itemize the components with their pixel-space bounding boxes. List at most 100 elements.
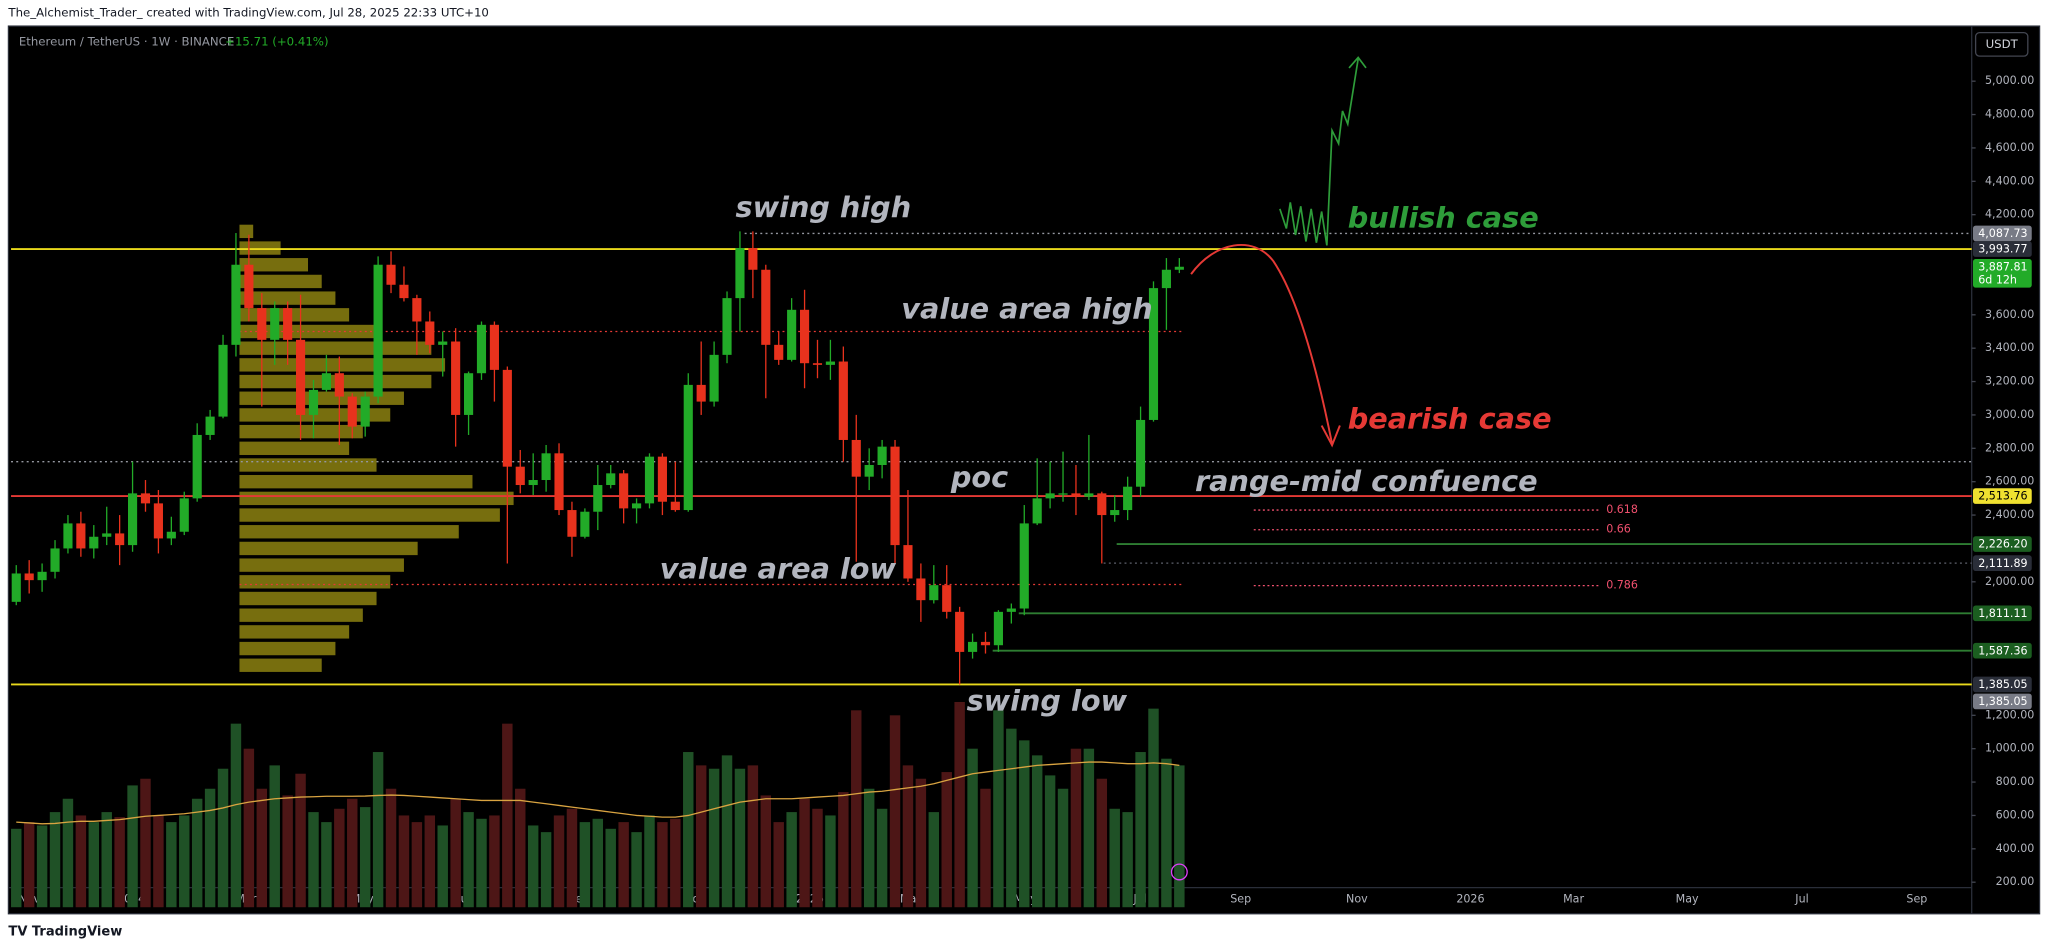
candle-body (955, 611, 965, 652)
y-tick-label: 2,000.00 (1985, 575, 2034, 588)
candle-body (89, 536, 99, 549)
change: +15.71 (+0.41%) (225, 34, 328, 48)
volume-bar (11, 828, 22, 908)
profile-bar (239, 475, 473, 489)
candle-body (929, 585, 939, 601)
candle-body (205, 416, 215, 435)
candle-body (489, 324, 499, 370)
profile-bar (239, 591, 377, 606)
candle-body (1174, 266, 1184, 270)
volume-bar (463, 812, 474, 908)
candle-body (657, 456, 667, 502)
candle-body (127, 493, 138, 546)
candle-body (1045, 493, 1055, 499)
volume-bar (295, 773, 306, 908)
y-tick-label: 2,400.00 (1985, 508, 2034, 521)
candle-body (1058, 493, 1068, 495)
annotation: value area high (901, 292, 1152, 326)
candle-body (1110, 510, 1120, 516)
price-tag (1973, 536, 2032, 552)
volume-bar (980, 788, 991, 908)
volume-bar (644, 815, 655, 908)
candle-body (838, 361, 848, 440)
volume-ma (16, 761, 1180, 825)
candle-body (451, 341, 461, 415)
currency[interactable]: USDT (1986, 37, 2019, 51)
volume-bar (618, 822, 629, 908)
volume-bar (282, 795, 293, 908)
profile-bar (239, 358, 446, 372)
candle-body (631, 503, 642, 509)
profile-bar (239, 258, 309, 272)
volume-bar (1083, 748, 1095, 908)
volume-bar (695, 765, 707, 908)
candle-body (1084, 493, 1094, 497)
candle-body (115, 533, 125, 546)
volume-bar (902, 765, 914, 908)
candle-body (787, 309, 797, 360)
volume-bar (424, 815, 436, 908)
price-tag (1973, 642, 2032, 659)
volume-bar (915, 778, 927, 908)
candle-body (1123, 486, 1133, 511)
candle-body (890, 446, 900, 546)
candle-body (748, 248, 758, 270)
volume-bar (540, 832, 552, 908)
candle-body (670, 501, 680, 511)
volume-bar (1019, 740, 1030, 908)
candle-body (864, 464, 874, 477)
volume-bar (670, 818, 681, 908)
candle-body (373, 264, 383, 397)
volume-bar (308, 812, 319, 908)
profile-bar (239, 341, 432, 355)
annotation: swing high (736, 190, 912, 224)
volume-bar (1044, 775, 1056, 908)
volume-bar (62, 798, 74, 908)
author-line: The_Alchemist_Trader_ created with Tradi… (7, 6, 488, 20)
volume-bar (321, 822, 332, 908)
y-tick-label: 2,800.00 (1985, 441, 2034, 454)
volume-bar (941, 772, 952, 908)
alert-icon[interactable] (1170, 863, 1188, 881)
profile-bar (239, 274, 322, 289)
currency-button[interactable] (1974, 31, 2029, 57)
candle-body (993, 611, 1003, 646)
volume-bar (1148, 708, 1159, 908)
profile-bar (239, 491, 514, 506)
candle-body (63, 523, 73, 549)
arrow-head (1348, 56, 1367, 69)
volume-bar (760, 795, 772, 908)
candle-body (11, 573, 21, 602)
volume-bar (993, 710, 1004, 908)
volume-bar (140, 778, 151, 908)
profile-bar (239, 525, 459, 539)
volume-bar (217, 768, 229, 908)
volume-bar (114, 817, 125, 908)
candle-body (476, 324, 487, 374)
candle-body (334, 373, 344, 397)
candle-body (270, 308, 280, 340)
price-tag (1973, 555, 2032, 571)
candle-body (916, 578, 926, 601)
volume-bar (851, 710, 862, 908)
candle-body (502, 369, 512, 467)
profile-bar (239, 241, 281, 255)
candle-body (761, 269, 771, 345)
candle-body (580, 511, 590, 537)
candle-body (153, 503, 163, 539)
candle-body (438, 341, 448, 345)
y-tick-label: 5,000.00 (1985, 74, 2034, 87)
candle-body (283, 308, 293, 340)
volume-bar (928, 812, 940, 908)
volume-bar (838, 792, 849, 908)
volume-bar (631, 832, 642, 908)
profile-bar (239, 658, 322, 672)
candle-body (50, 548, 60, 572)
candle-body (515, 466, 525, 486)
candle-body (903, 545, 913, 579)
profile-bar (239, 441, 350, 455)
candle-body (1071, 493, 1081, 497)
candle-body (412, 298, 422, 322)
price-tag-label: 3,993.77 (1978, 243, 2027, 256)
